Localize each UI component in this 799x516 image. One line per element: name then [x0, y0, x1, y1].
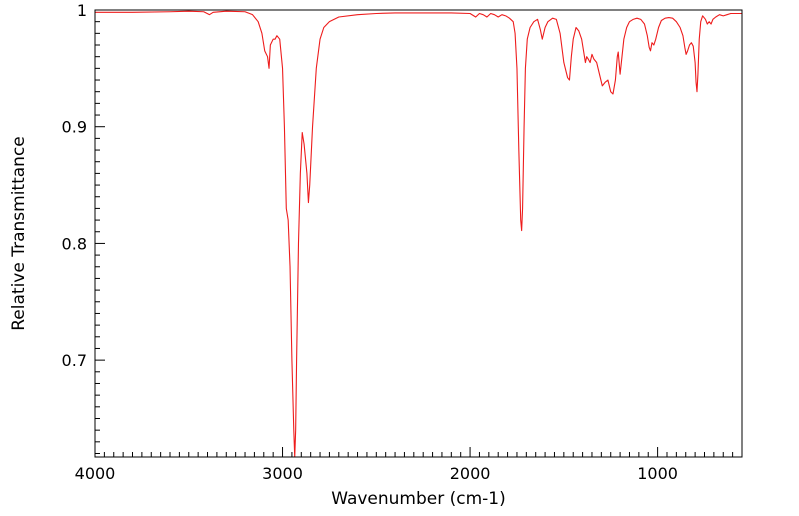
x-tick-labels: 4000 3000 2000 1000: [75, 464, 678, 483]
spectrum-line: [95, 10, 742, 458]
series-layer: [95, 10, 742, 458]
y-axis-title: Relative Transmittance: [9, 136, 29, 331]
tick-marks: [94, 9, 743, 457]
y-tick-label: 0.7: [62, 351, 87, 370]
y-tick-label: 0.9: [62, 118, 87, 137]
x-tick-label: 4000: [75, 464, 116, 483]
y-tick-label: 0.8: [62, 234, 87, 253]
plot-frame: [94, 9, 743, 458]
x-tick-label: 3000: [262, 464, 303, 483]
x-tick-label: 1000: [637, 464, 678, 483]
y-tick-labels: 1 0.9 0.8 0.7: [62, 1, 87, 370]
x-axis-title: Wavenumber (cm-1): [331, 489, 506, 509]
x-tick-label: 2000: [450, 464, 491, 483]
y-tick-label: 1: [77, 1, 87, 20]
